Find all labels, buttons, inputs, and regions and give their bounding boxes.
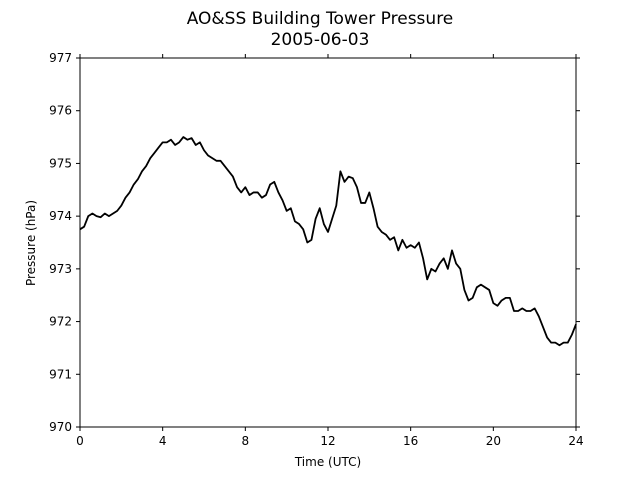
x-tick-label: 0 (76, 434, 84, 448)
y-axis-label: Pressure (hPa) (24, 200, 38, 286)
y-tick-label: 976 (49, 104, 72, 118)
x-tick-label: 16 (403, 434, 418, 448)
x-tick-label: 20 (486, 434, 501, 448)
y-tick-label: 973 (49, 262, 72, 276)
x-tick-label: 12 (320, 434, 335, 448)
chart-title: AO&SS Building Tower Pressure (187, 9, 454, 29)
line-series (79, 136, 577, 347)
x-axis-label: Time (UTC) (294, 455, 361, 469)
y-tick-label: 975 (49, 156, 72, 170)
y-tick-label: 972 (49, 315, 72, 329)
chart-subtitle: 2005-06-03 (271, 30, 370, 50)
x-tick-label: 4 (159, 434, 167, 448)
y-tick-label: 971 (49, 367, 72, 381)
y-tick-label: 974 (49, 209, 72, 223)
y-tick-label: 970 (49, 420, 72, 434)
x-tick-label: 8 (242, 434, 250, 448)
y-tick-label: 977 (49, 51, 72, 65)
x-tick-label: 24 (568, 434, 583, 448)
